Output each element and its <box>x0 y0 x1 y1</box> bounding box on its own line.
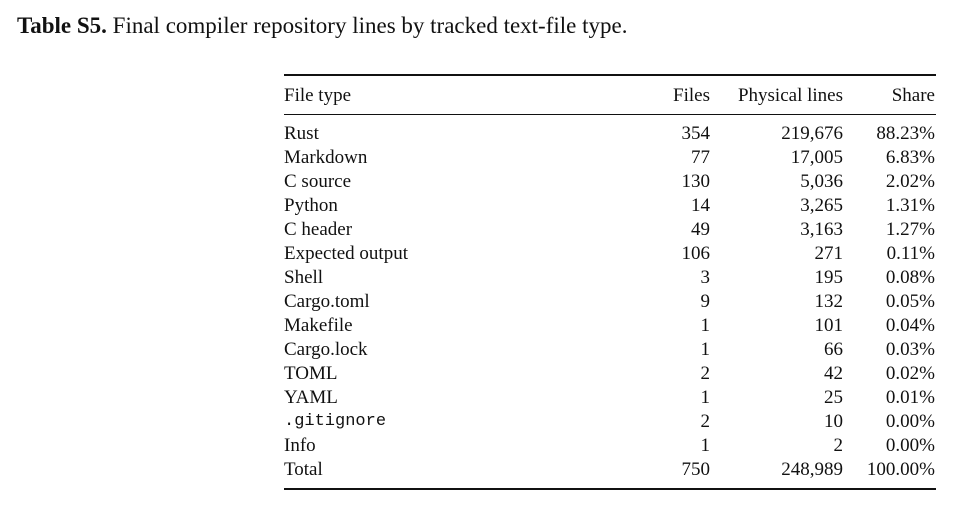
row-label: YAML <box>284 387 338 408</box>
row-label: Info <box>284 435 316 456</box>
top-rule <box>284 74 936 76</box>
table-cell: 3,265 <box>800 195 843 216</box>
row-label: TOML <box>284 363 338 384</box>
table-cell: 0.05% <box>885 291 935 312</box>
header-cell: Physical lines <box>737 85 843 106</box>
row-label: Total <box>284 459 323 480</box>
table-cell: 5,036 <box>800 171 843 192</box>
table-cell: 88.23% <box>876 123 935 144</box>
table-cell: 1.31% <box>885 195 935 216</box>
row-label: Rust <box>284 123 319 144</box>
caption: Table S5. Final compiler repository line… <box>17 13 627 39</box>
row-label: Cargo.toml <box>284 291 370 312</box>
table-cell: 195 <box>814 267 844 288</box>
table-cell: 219,676 <box>781 123 843 144</box>
table-cell: 0.11% <box>886 243 935 264</box>
table-cell: 3,163 <box>800 219 843 240</box>
table-cell: 9 <box>700 291 711 312</box>
table-cell: 1.27% <box>885 219 935 240</box>
header-cell: Share <box>891 85 935 106</box>
table-cell: 100.00% <box>866 459 935 480</box>
table-cell: 1 <box>700 315 711 336</box>
row-label: Markdown <box>284 147 368 168</box>
table-cell: 6.83% <box>885 147 935 168</box>
table-cell: 3 <box>700 267 711 288</box>
table-cell: 130 <box>681 171 711 192</box>
table-cell: 1 <box>700 339 711 360</box>
row-label: C header <box>284 219 353 240</box>
table-cell: 1 <box>700 435 711 456</box>
table-cell: 106 <box>681 243 711 264</box>
table-cell: 14 <box>691 195 710 216</box>
table-cell: 248,989 <box>781 459 843 480</box>
row-label: Cargo.lock <box>284 339 368 360</box>
table-cell: 0.04% <box>885 315 935 336</box>
caption-label: Table S5. <box>17 13 107 38</box>
table-cell: 750 <box>681 459 711 480</box>
row-label: Shell <box>284 267 324 288</box>
table-cell: 0.08% <box>885 267 935 288</box>
table-cell: 354 <box>681 123 711 144</box>
table-cell: 0.00% <box>885 435 935 456</box>
table-cell: 17,005 <box>790 147 843 168</box>
table-cell: 2.02% <box>885 171 935 192</box>
header-cell: Files <box>673 85 710 106</box>
caption-text: Final compiler repository lines by track… <box>112 13 628 38</box>
table-cell: 42 <box>824 363 843 384</box>
table-cell: 2 <box>833 435 844 456</box>
table-cell: 0.03% <box>885 339 935 360</box>
table-cell: 2 <box>700 411 711 432</box>
table-cell: 101 <box>814 315 844 336</box>
table-cell: 49 <box>691 219 710 240</box>
bottom-rule <box>284 488 936 490</box>
table-cell: 66 <box>824 339 843 360</box>
table-cell: 77 <box>691 147 710 168</box>
table-cell: 271 <box>814 243 844 264</box>
mid-rule <box>284 114 936 115</box>
table-cell: 0.00% <box>885 411 935 432</box>
row-label: Makefile <box>284 315 353 336</box>
table-cell: 0.02% <box>885 363 935 384</box>
header-cell: File type <box>284 85 352 106</box>
table-cell: 10 <box>824 411 843 432</box>
table-cell: 25 <box>824 387 843 408</box>
row-label: .gitignore <box>284 412 387 431</box>
row-label: C source <box>284 171 352 192</box>
table-cell: 1 <box>700 387 711 408</box>
table-cell: 0.01% <box>885 387 935 408</box>
row-label: Python <box>284 195 338 216</box>
table-cell: 2 <box>700 363 711 384</box>
table: File type Files Physical lines Share Rust 354… <box>284 0 936 509</box>
table-cell: 132 <box>814 291 844 312</box>
row-label: Expected output <box>284 243 408 264</box>
